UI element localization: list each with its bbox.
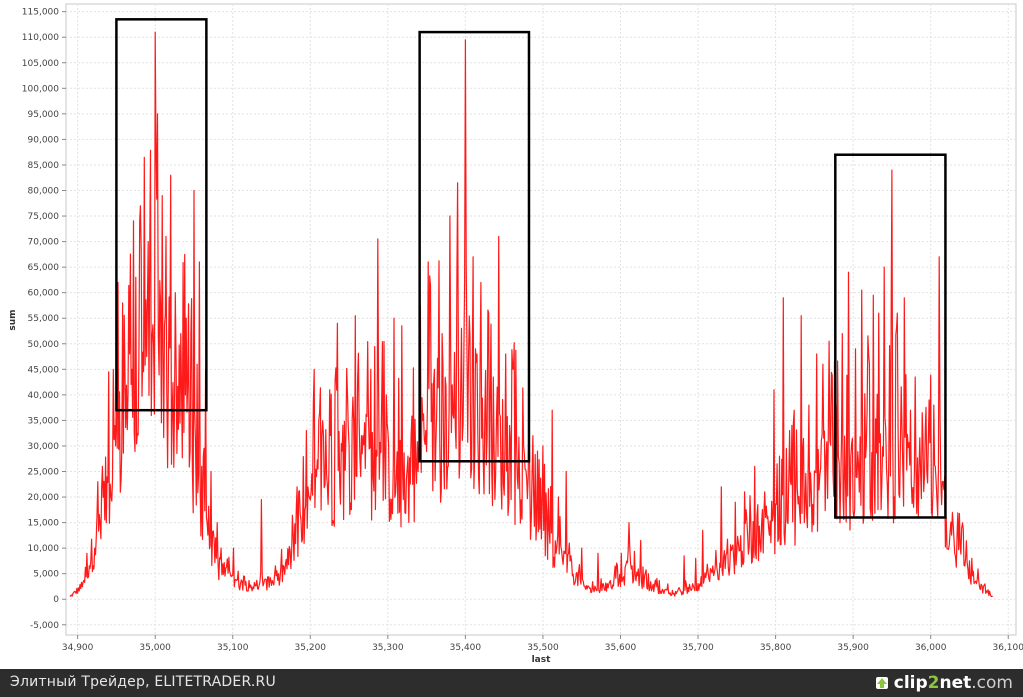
logo-text-net: net	[939, 673, 972, 693]
x-axis: 34,900 35,000 35,100 35,200 35,300 35,400 35,5…	[62, 635, 1023, 653]
y-tick-label: 20,000	[28, 493, 60, 503]
y-tick-label: 110,000	[22, 33, 59, 43]
chart-area: -5,000 0 5,000 10,000 15,000 20,000 25,000 30,0…	[8, 3, 1023, 665]
x-tick-label: 35,000	[139, 643, 171, 653]
line-chart: -5,000 0 5,000 10,000 15,000 20,000 25,000 30,0…	[8, 3, 1023, 665]
y-tick-label: 10,000	[28, 544, 60, 554]
y-tick-label: 65,000	[28, 263, 60, 273]
x-tick-label: 35,700	[682, 643, 714, 653]
footer-caption: Элитный Трейдер, ELITETRADER.RU	[10, 674, 276, 690]
y-tick-label: 100,000	[22, 84, 59, 94]
x-tick-label: 36,000	[915, 643, 947, 653]
x-tick-label: 35,500	[527, 643, 559, 653]
y-tick-label: 50,000	[28, 340, 60, 350]
series-line	[69, 31, 993, 598]
y-tick-label: 90,000	[28, 135, 60, 145]
y-tick-label: 55,000	[28, 314, 60, 324]
footer-bar: Элитный Трейдер, ELITETRADER.RU clip 2 net…	[0, 669, 1023, 697]
y-tick-label: 45,000	[28, 365, 60, 375]
y-tick-label: 75,000	[28, 212, 60, 222]
x-tick-label: 35,200	[295, 643, 327, 653]
y-tick-label: 25,000	[28, 468, 60, 478]
x-tick-label: 35,900	[837, 643, 869, 653]
y-axis: -5,000 0 5,000 10,000 15,000 20,000 25,000 30,0…	[22, 8, 66, 631]
x-axis-label: last	[532, 655, 552, 665]
y-tick-label: 115,000	[22, 8, 59, 18]
highlight-boxes	[115, 18, 947, 519]
highlight-box-2	[418, 30, 531, 463]
y-tick-label: 30,000	[28, 442, 60, 452]
logo-text-2: 2	[927, 673, 940, 693]
x-tick-label: 35,400	[450, 643, 482, 653]
y-tick-label: 85,000	[28, 161, 60, 171]
y-tick-label: -5,000	[30, 621, 59, 631]
y-tick-label: 5,000	[33, 570, 59, 580]
y-tick-label: 15,000	[28, 519, 60, 529]
y-tick-label: 105,000	[22, 59, 59, 69]
logo-text-com: .com	[971, 673, 1013, 693]
y-tick-label: 40,000	[28, 391, 60, 401]
x-tick-label: 35,300	[372, 643, 404, 653]
x-tick-label: 35,600	[605, 643, 637, 653]
x-tick-label: 35,800	[760, 643, 792, 653]
y-tick-label: 80,000	[28, 186, 60, 196]
y-tick-label: 35,000	[28, 416, 60, 426]
x-tick-label: 36,100	[992, 643, 1023, 653]
arrow-up-icon	[874, 675, 890, 691]
y-axis-label: sum	[8, 309, 18, 330]
x-tick-label: 34,900	[62, 643, 94, 653]
clip2net-logo[interactable]: clip 2 net .com	[874, 672, 1013, 694]
highlight-box-3	[834, 153, 947, 519]
x-tick-label: 35,100	[217, 643, 249, 653]
y-tick-label: 95,000	[28, 110, 60, 120]
y-tick-label: 60,000	[28, 289, 60, 299]
logo-text-clip: clip	[893, 673, 928, 693]
highlight-box-1	[115, 18, 208, 412]
y-tick-label: 70,000	[28, 238, 60, 248]
y-tick-label: 0	[53, 595, 59, 605]
